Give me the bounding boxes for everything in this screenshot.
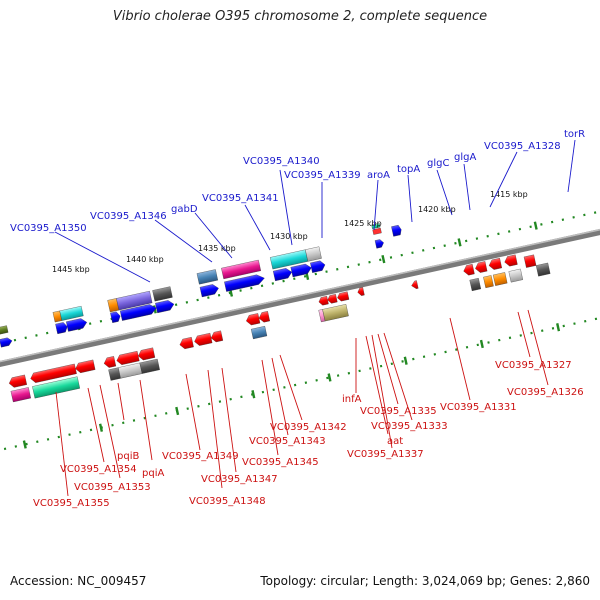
gene-label[interactable]: aroA (367, 170, 390, 181)
gene-label[interactable]: glgA (454, 152, 476, 163)
gene-label[interactable]: pqiB (117, 451, 139, 462)
gene-label[interactable]: VC0395_A1355 (33, 498, 110, 509)
tick-label: 1435 kbp (198, 244, 236, 253)
gene-label[interactable]: VC0395_A1337 (347, 449, 424, 460)
gene-label[interactable]: VC0395_A1345 (242, 457, 319, 468)
tick-label: 1415 kbp (490, 190, 528, 199)
gene-label[interactable]: pqiA (142, 468, 164, 479)
gene-label[interactable]: gabD (171, 204, 198, 215)
gene-label[interactable]: VC0395_A1349 (162, 451, 239, 462)
reverse-gene-labels: infA aat VC0395_A1337 VC0395_A1335 VC039… (33, 309, 584, 509)
genome-summary-text: Topology: circular; Length: 3,024,069 bp… (260, 574, 590, 588)
gene-label[interactable]: topA (397, 164, 420, 175)
gene-label[interactable]: VC0395_A1335 (360, 406, 437, 417)
reverse-strand-features (8, 254, 551, 403)
gene-label[interactable]: glgC (427, 158, 449, 169)
gene-label[interactable]: VC0395_A1333 (371, 421, 448, 432)
tick-label: 1440 kbp (126, 255, 164, 264)
forward-gene-labels: VC0395_A1350 VC0395_A1346 gabD VC0395_A1… (10, 129, 585, 283)
gene-label[interactable]: VC0395_A1327 (495, 360, 572, 371)
gene-label[interactable]: infA (342, 394, 362, 405)
scale-track-lower (0, 288, 600, 472)
tick-label: 1445 kbp (52, 265, 90, 274)
gene-label[interactable]: VC0395_A1326 (507, 387, 584, 398)
gene-label[interactable]: VC0395_A1354 (60, 464, 137, 475)
chromosome-backbone-highlight (0, 204, 600, 387)
gene-label[interactable]: VC0395_A1340 (243, 156, 320, 167)
gene-label[interactable]: VC0395_A1331 (440, 402, 517, 413)
gene-label[interactable]: torR (564, 129, 585, 140)
gene-label[interactable]: VC0395_A1341 (202, 193, 279, 204)
gene-label[interactable]: VC0395_A1346 (90, 211, 167, 222)
gene-label[interactable]: VC0395_A1339 (284, 170, 361, 181)
gene-label[interactable]: VC0395_A1347 (201, 474, 278, 485)
scale-track-upper (0, 187, 600, 370)
accession-text: Accession: NC_009457 (10, 574, 147, 588)
map-title: Vibrio cholerae O395 chromosome 2, compl… (112, 9, 488, 24)
gene-label[interactable]: aat (387, 436, 403, 447)
gene-label[interactable]: VC0395_A1353 (74, 482, 151, 493)
scale-tick-labels: 1445 kbp 1440 kbp 1435 kbp 1430 kbp 1425… (52, 190, 528, 274)
gene-label[interactable]: VC0395_A1348 (189, 496, 266, 507)
gene-label[interactable]: VC0395_A1328 (484, 141, 561, 152)
tick-label: 1430 kbp (270, 232, 308, 241)
forward-strand-features (0, 222, 402, 348)
gene-label[interactable]: VC0395_A1343 (249, 436, 326, 447)
gene-label[interactable]: VC0395_A1350 (10, 223, 87, 234)
gene-label[interactable]: VC0395_A1342 (270, 422, 347, 433)
tick-label: 1420 kbp (418, 205, 456, 214)
chromosome-backbone (0, 204, 600, 392)
tick-label: 1425 kbp (344, 219, 382, 228)
